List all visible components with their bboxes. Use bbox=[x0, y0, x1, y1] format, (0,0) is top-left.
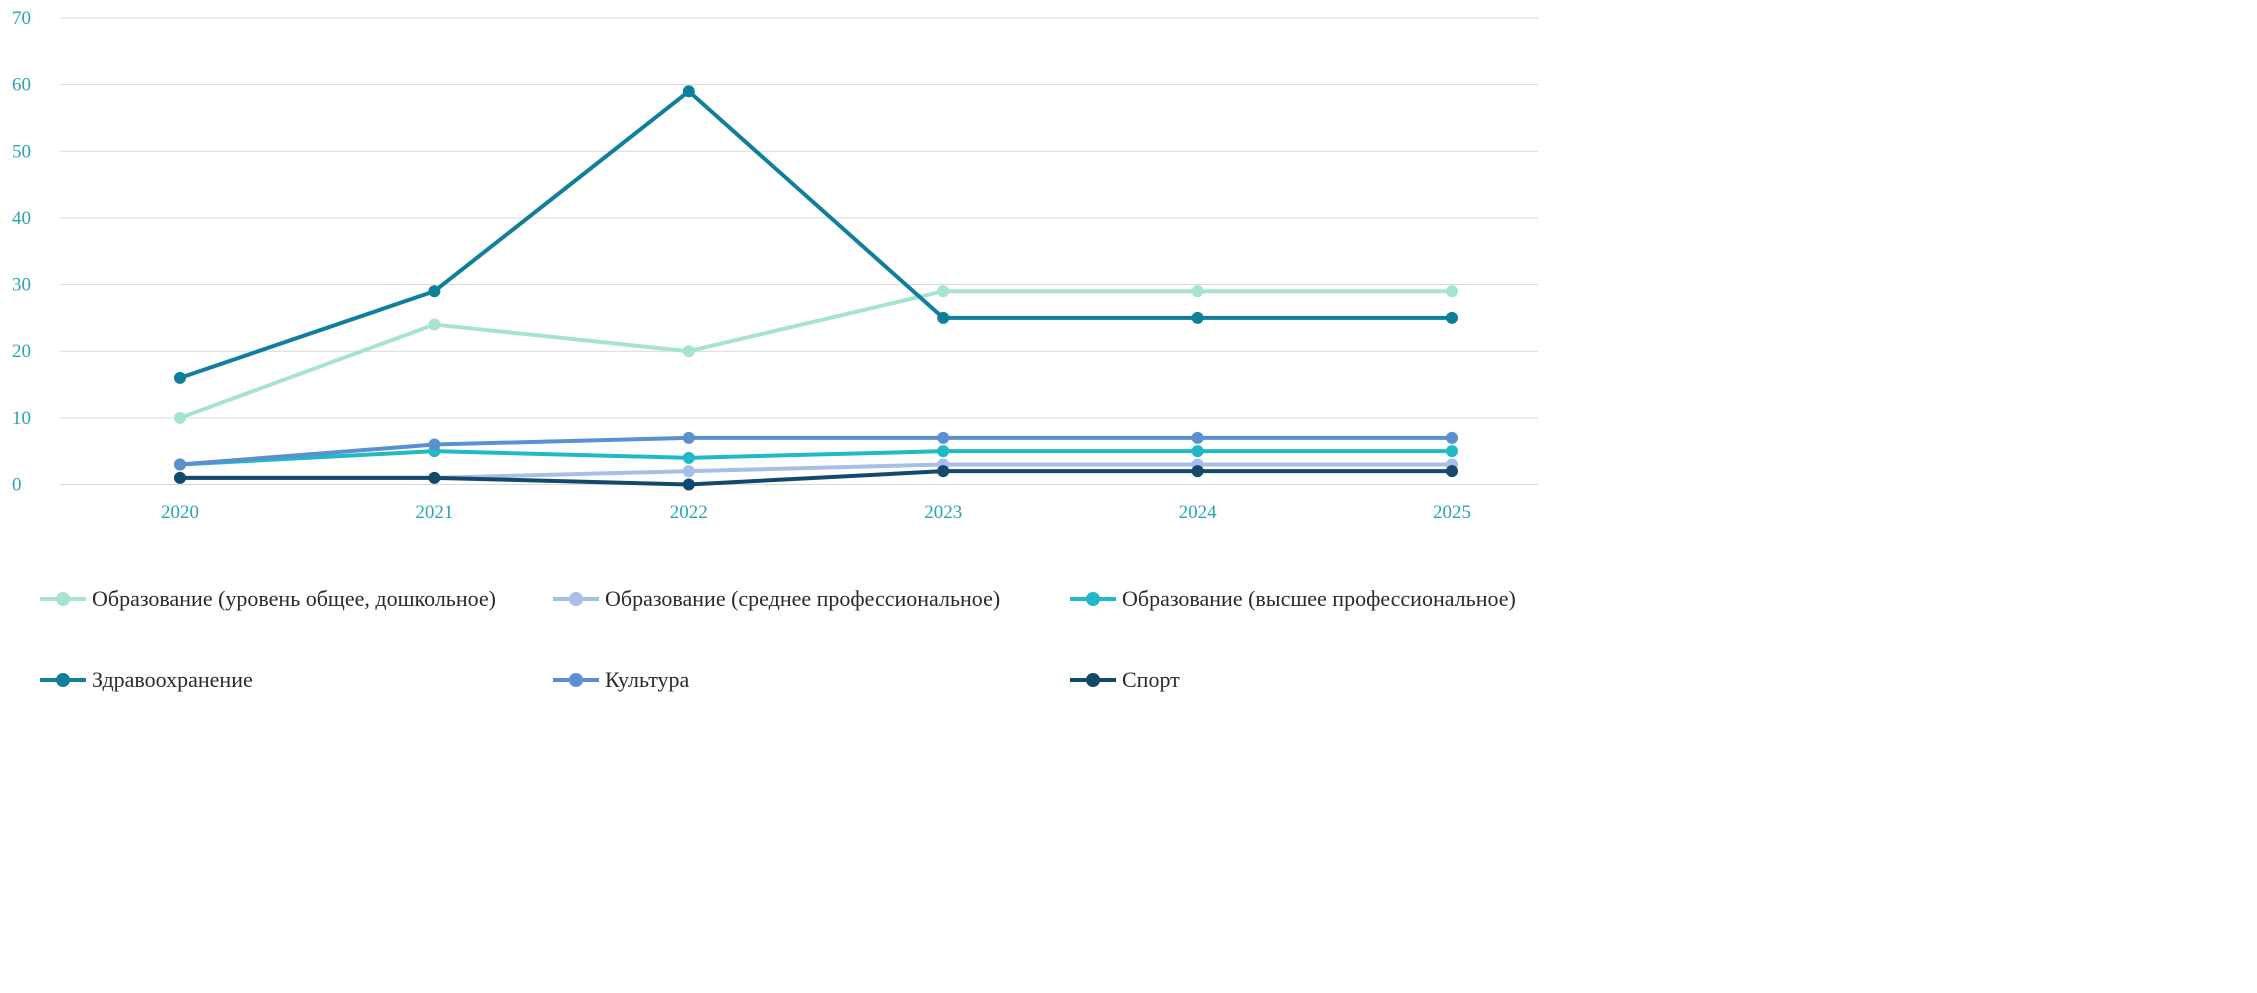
series-line-0 bbox=[178, 289, 1454, 420]
data-point bbox=[1191, 431, 1204, 444]
data-point bbox=[682, 345, 695, 358]
data-point bbox=[937, 311, 950, 324]
x-tick-label: 2020 bbox=[161, 502, 199, 523]
data-point bbox=[174, 471, 186, 484]
data-point bbox=[937, 285, 950, 298]
y-tick-label: 50 bbox=[12, 141, 31, 162]
x-tick-label: 2023 bbox=[924, 502, 962, 523]
data-point bbox=[174, 411, 186, 424]
data-point bbox=[1446, 431, 1458, 444]
data-point bbox=[1191, 445, 1204, 458]
data-point bbox=[428, 438, 441, 451]
series-line-4 bbox=[178, 435, 1454, 467]
y-tick-label: 10 bbox=[12, 408, 31, 429]
legend-swatch bbox=[553, 584, 599, 614]
legend-item-sport[interactable]: Спорт bbox=[1070, 665, 1180, 695]
y-tick-label: 40 bbox=[12, 208, 31, 229]
legend-swatch bbox=[1070, 584, 1116, 614]
legend-item-education-higher[interactable]: Образование (высшее профессиональное) bbox=[1070, 584, 1516, 614]
data-point bbox=[1191, 285, 1204, 298]
data-point bbox=[1446, 285, 1458, 298]
x-tick-label: 2024 bbox=[1179, 502, 1218, 523]
legend-swatch bbox=[553, 665, 599, 695]
x-tick-label: 2021 bbox=[415, 502, 453, 523]
data-point bbox=[937, 445, 950, 458]
legend-item-healthcare[interactable]: Здравоохранение bbox=[40, 665, 253, 695]
legend-item-culture[interactable]: Культура bbox=[553, 665, 689, 695]
y-tick-label: 60 bbox=[12, 75, 31, 96]
legend-swatch bbox=[40, 584, 86, 614]
legend-item-education-secondary[interactable]: Образование (среднее профессиональное) bbox=[553, 584, 1000, 614]
data-point bbox=[174, 371, 186, 384]
data-point bbox=[174, 458, 186, 471]
legend-swatch bbox=[1070, 665, 1116, 695]
y-tick-label: 70 bbox=[12, 8, 31, 29]
data-point bbox=[682, 85, 695, 98]
series-line-2 bbox=[178, 449, 1454, 467]
data-point bbox=[1191, 465, 1204, 478]
data-point bbox=[682, 465, 695, 478]
legend-label: Образование (уровень общее, дошкольное) bbox=[92, 586, 496, 611]
data-point bbox=[428, 318, 441, 331]
data-point bbox=[428, 285, 441, 298]
x-tick-label: 2025 bbox=[1433, 502, 1471, 523]
y-tick-label: 30 bbox=[12, 275, 31, 296]
series-line-5 bbox=[178, 469, 1454, 487]
y-tick-label: 0 bbox=[12, 475, 22, 496]
data-point bbox=[1446, 311, 1458, 324]
legend-label: Здравоохранение bbox=[92, 667, 253, 692]
data-point bbox=[937, 431, 950, 444]
data-point bbox=[682, 431, 695, 444]
legend-swatch bbox=[40, 665, 86, 695]
y-tick-label: 20 bbox=[12, 341, 31, 362]
data-point bbox=[1446, 445, 1458, 458]
data-point bbox=[1191, 311, 1204, 324]
series-line-3 bbox=[178, 89, 1454, 380]
legend-label: Образование (среднее профессиональное) bbox=[605, 586, 1001, 611]
legend-item-education-general[interactable]: Образование (уровень общее, дошкольное) bbox=[40, 584, 496, 614]
legend-label: Культура bbox=[605, 667, 690, 692]
data-point bbox=[428, 471, 441, 484]
legend-label: Спорт bbox=[1122, 667, 1180, 692]
data-point bbox=[937, 465, 950, 478]
x-tick-label: 2022 bbox=[670, 502, 708, 523]
data-point bbox=[1446, 465, 1458, 478]
legend-label: Образование (высшее профессиональное) bbox=[1122, 586, 1516, 611]
data-point bbox=[682, 478, 695, 491]
data-point bbox=[682, 451, 695, 464]
